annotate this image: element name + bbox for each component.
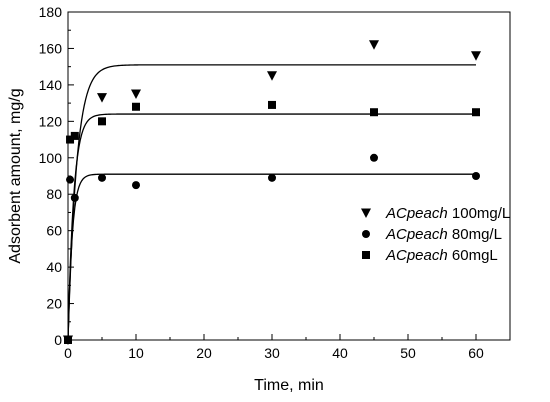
fit-curve-0 — [67, 64, 476, 341]
y-tick-label: 60 — [46, 223, 62, 239]
x-tick-label: 50 — [400, 345, 416, 361]
data-points — [63, 40, 481, 345]
legend-series-concentration: 100mg/L — [448, 205, 511, 222]
axis-ticks: 0 10 20 30 40 50 60 0 20 40 60 80 100 120 140 160 180 — [39, 4, 484, 361]
legend-entry-1: ACpeach 80mg/L — [385, 226, 502, 243]
legend-series-name: ACpeach — [385, 247, 448, 264]
y-tick-label: 80 — [46, 186, 62, 202]
y-tick-label: 40 — [46, 259, 62, 275]
legend-marker-2 — [362, 251, 370, 259]
data-point-s2-7 — [472, 108, 480, 117]
x-axis-title: Time, min — [254, 377, 324, 394]
legend-marker-1 — [362, 230, 370, 238]
data-point-s2-6 — [370, 108, 378, 117]
legend-series-concentration: 60mgL — [448, 247, 498, 264]
fit-curve-2 — [67, 113, 476, 341]
data-point-s0-3 — [267, 71, 277, 81]
data-point-s1-5 — [268, 173, 276, 182]
y-tick-label: 140 — [39, 77, 63, 93]
data-point-s2-5 — [268, 100, 276, 109]
data-point-s2-3 — [98, 117, 106, 126]
y-tick-label: 160 — [39, 40, 63, 56]
data-point-s1-2 — [70, 193, 79, 202]
y-tick-label: 0 — [54, 332, 62, 348]
data-point-s1-3 — [98, 173, 106, 182]
data-point-s0-2 — [131, 89, 141, 99]
plot-frame — [67, 11, 511, 341]
legend-entry-2: ACpeach 60mgL — [385, 247, 498, 264]
data-point-s0-5 — [471, 51, 481, 61]
data-point-s2-2 — [70, 131, 79, 140]
data-point-s0-4 — [369, 40, 379, 50]
x-tick-label: 0 — [64, 345, 72, 361]
data-point-s0-1 — [97, 93, 107, 103]
data-point-s2-4 — [132, 102, 140, 111]
x-tick-label: 20 — [196, 345, 212, 361]
y-axis-title: Adsorbent amount, mg/g — [7, 88, 24, 263]
x-tick-label: 10 — [128, 345, 144, 361]
data-point-s1-6 — [370, 153, 378, 162]
legend-entry-0: ACpeach 100mg/L — [385, 205, 510, 222]
data-point-s1-7 — [472, 172, 480, 180]
x-tick-label: 60 — [468, 345, 484, 361]
legend-series-concentration: 80mg/L — [448, 226, 502, 243]
data-point-s1-1 — [66, 175, 75, 184]
y-tick-label: 180 — [39, 4, 63, 20]
legend-series-name: ACpeach — [385, 205, 448, 222]
legend-series-name: ACpeach — [385, 226, 448, 243]
y-tick-label: 20 — [46, 296, 62, 312]
data-point-s1-4 — [132, 181, 140, 190]
y-tick-label: 100 — [39, 150, 63, 166]
x-tick-label: 30 — [264, 345, 280, 361]
y-tick-label: 120 — [39, 113, 63, 129]
legend-marker-0 — [361, 208, 371, 218]
x-tick-label: 40 — [332, 345, 348, 361]
